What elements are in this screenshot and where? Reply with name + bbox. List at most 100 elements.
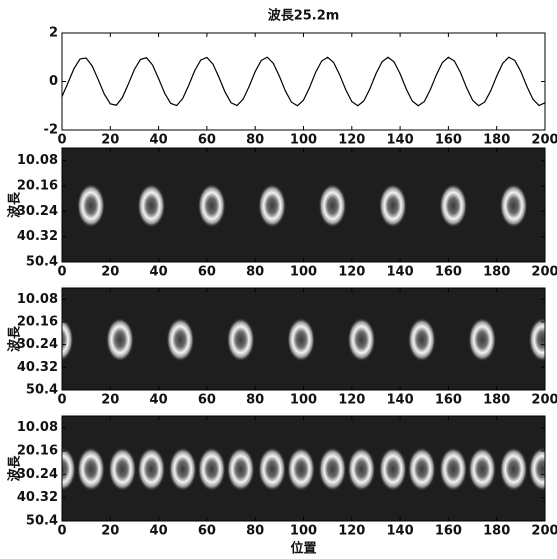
x-tick-label: 140	[387, 393, 414, 408]
x-tick-label: 160	[435, 393, 462, 408]
x-tick-label: 60	[198, 524, 216, 539]
x-tick-label: 140	[387, 265, 414, 280]
y-axis-label: 波長	[7, 325, 23, 352]
y-axis-label: 波長	[7, 455, 23, 482]
x-tick-label: 0	[57, 393, 66, 408]
heat-blob	[166, 317, 195, 362]
heat-blob	[468, 447, 497, 492]
plot-area	[62, 56, 545, 107]
x-axis-label: 位置	[290, 541, 316, 557]
heat-blob	[197, 447, 226, 492]
x-tick-label: 0	[57, 265, 66, 280]
heat-blob	[318, 183, 347, 228]
x-tick-label: 200	[531, 524, 557, 539]
y-tick-label: 0	[49, 74, 58, 89]
x-tick-label: 80	[246, 133, 264, 148]
y-tick-label: 10.08	[17, 153, 58, 168]
heat-blob	[528, 447, 545, 492]
y-tick-label: 30.24	[17, 337, 58, 352]
x-tick-label: 160	[435, 133, 462, 148]
y-tick-label: 40.32	[17, 360, 58, 375]
y-tick-label: 50.4	[26, 514, 58, 529]
heat-blob	[528, 317, 545, 362]
heat-blob	[347, 447, 376, 492]
y-tick-label: 30.24	[17, 204, 58, 219]
x-tick-label: 160	[435, 265, 462, 280]
y-tick-label: 40.32	[17, 490, 58, 505]
heat-blob	[76, 447, 105, 492]
y-tick-label: 20.16	[17, 444, 58, 459]
x-tick-label: 120	[338, 133, 365, 148]
x-tick-label: 200	[531, 133, 557, 148]
y-tick-label: 2	[49, 26, 58, 41]
heat-blob	[226, 317, 255, 362]
y-tick-label: 10.08	[17, 420, 58, 435]
axes-frame	[61, 32, 546, 131]
heat-blob	[439, 447, 468, 492]
x-tick-label: 40	[150, 133, 168, 148]
x-tick-label: 100	[290, 393, 317, 408]
x-tick-label: 200	[531, 393, 557, 408]
plot-area	[62, 148, 545, 262]
x-tick-label: 100	[290, 133, 317, 148]
x-tick-label: 120	[338, 393, 365, 408]
heat-blob	[378, 183, 407, 228]
heat-blob	[407, 317, 436, 362]
plot-area	[62, 288, 545, 390]
x-tick-label: 100	[290, 524, 317, 539]
x-tick-label: 120	[338, 265, 365, 280]
heat-blob	[105, 317, 134, 362]
x-tick-label: 0	[57, 133, 66, 148]
x-tick-label: 20	[101, 524, 119, 539]
x-tick-label: 120	[338, 524, 365, 539]
y-tick-label: 30.24	[17, 467, 58, 482]
x-tick-label: 60	[198, 265, 216, 280]
x-tick-label: 60	[198, 133, 216, 148]
y-tick-label: 50.4	[26, 255, 58, 270]
heat-blob	[258, 183, 287, 228]
y-tick-label: 50.4	[26, 383, 58, 398]
x-tick-label: 140	[387, 524, 414, 539]
x-tick-label: 80	[246, 265, 264, 280]
heat-blob	[197, 183, 226, 228]
heat-blob	[108, 447, 137, 492]
y-tick-label: 10.08	[17, 292, 58, 307]
x-tick-label: 40	[150, 393, 168, 408]
x-tick-label: 200	[531, 265, 557, 280]
heat-blob	[287, 447, 316, 492]
heat-blob	[499, 447, 528, 492]
heat-blob	[499, 183, 528, 228]
x-tick-label: 60	[198, 393, 216, 408]
plot-area	[62, 416, 545, 521]
x-tick-label: 80	[246, 524, 264, 539]
heat-blob	[287, 317, 316, 362]
x-tick-label: 140	[387, 133, 414, 148]
heat-blob	[168, 447, 197, 492]
heat-blob	[407, 447, 436, 492]
x-tick-label: 40	[150, 524, 168, 539]
heat-blob	[318, 447, 347, 492]
x-tick-label: 180	[483, 393, 510, 408]
y-tick-label: -2	[44, 123, 58, 138]
heat-blob	[76, 183, 105, 228]
x-tick-label: 20	[101, 393, 119, 408]
heat-blob	[137, 447, 166, 492]
heat-blob	[347, 317, 376, 362]
heat-blob	[258, 447, 287, 492]
x-tick-label: 0	[57, 524, 66, 539]
x-tick-label: 80	[246, 393, 264, 408]
y-tick-label: 20.16	[17, 179, 58, 194]
y-tick-label: 40.32	[17, 229, 58, 244]
heat-blob	[468, 317, 497, 362]
y-axis-label: 波長	[7, 191, 23, 218]
heat-blob	[62, 317, 74, 362]
heat-blob	[62, 447, 76, 492]
x-tick-label: 20	[101, 133, 119, 148]
x-tick-label: 40	[150, 265, 168, 280]
sine-line	[62, 56, 545, 107]
x-tick-label: 100	[290, 265, 317, 280]
x-tick-label: 180	[483, 133, 510, 148]
heat-blob	[439, 183, 468, 228]
chart-title: 波長25.2m	[268, 8, 340, 24]
heat-blob	[137, 183, 166, 228]
